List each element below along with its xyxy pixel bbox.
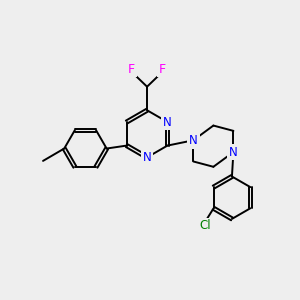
Text: F: F xyxy=(159,62,166,76)
Text: N: N xyxy=(163,116,172,128)
Text: N: N xyxy=(189,134,198,147)
Text: Cl: Cl xyxy=(199,220,211,232)
Text: N: N xyxy=(229,146,238,159)
Text: F: F xyxy=(128,62,135,76)
Text: N: N xyxy=(143,151,152,164)
